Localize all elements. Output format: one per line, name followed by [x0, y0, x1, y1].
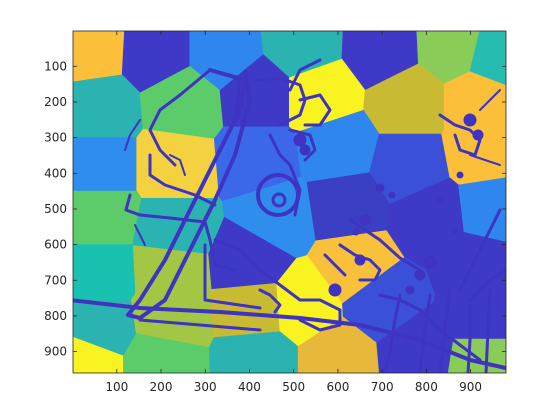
region-cell [208, 331, 299, 373]
boundary-line [438, 288, 452, 373]
boundary-blob [456, 171, 464, 179]
boundary-blob [328, 283, 342, 297]
region-cell [469, 31, 506, 86]
boundary-line [479, 89, 501, 111]
boundary-overlay [73, 58, 506, 373]
boundary-line [458, 208, 502, 292]
boundary-line [338, 243, 382, 282]
y-tick-label: 600 [44, 238, 67, 252]
y-axis: 100 200 300 400 500 600 700 800 900 [44, 59, 506, 359]
boundary-blob [423, 255, 437, 269]
boundary-blob [354, 254, 366, 266]
boundary-line [73, 298, 506, 370]
boundary-blob [405, 285, 415, 295]
boundary-line [124, 193, 237, 272]
boundary-blob [463, 113, 477, 127]
region-cell [443, 71, 506, 131]
boundary-line [258, 288, 282, 314]
y-tick-label: 200 [44, 95, 67, 109]
boundary-line [348, 218, 422, 272]
boundary-blob [388, 191, 396, 199]
x-tick-label: 200 [150, 380, 173, 394]
x-tick-label: 100 [105, 380, 128, 394]
boundary-line [218, 73, 242, 152]
y-tick-label: 800 [44, 309, 67, 323]
boundary-blob [436, 196, 444, 204]
boundary-blob [352, 228, 360, 236]
y-tick-label: 300 [44, 131, 67, 145]
y-tick-label: 900 [44, 345, 67, 359]
boundary-line [148, 153, 217, 207]
x-tick-label: 800 [415, 380, 438, 394]
boundary-line [253, 76, 307, 127]
boundary-line [288, 128, 317, 162]
region-cell [73, 244, 136, 301]
y-tick-label: 700 [44, 273, 67, 287]
boundary-blob [299, 144, 311, 156]
boundary-blob [293, 133, 307, 147]
x-tick-label: 600 [326, 380, 349, 394]
y-tick-label: 400 [44, 166, 67, 180]
boundary-line [271, 192, 287, 208]
boundary-line [213, 238, 342, 332]
y-tick-label: 500 [44, 202, 67, 216]
x-tick-label: 300 [194, 380, 217, 394]
x-axis: 100 200 300 400 500 600 700 800 900 [105, 31, 482, 394]
boundary-line [298, 93, 332, 127]
boundary-line [124, 119, 141, 151]
boundary-blob [472, 129, 484, 141]
boundary-line [466, 303, 472, 373]
x-tick-label: 700 [371, 380, 394, 394]
boundary-blob [359, 214, 371, 226]
boundary-line [134, 224, 146, 246]
plot-frame [72, 30, 507, 374]
x-tick-label: 900 [459, 380, 482, 394]
boundary-blob [451, 226, 459, 234]
boundary-blob [375, 183, 385, 193]
region-cell [73, 190, 142, 245]
region-cell [73, 31, 125, 83]
x-tick-label: 400 [238, 380, 261, 394]
boundary-line [418, 293, 432, 373]
boundary-blob [414, 269, 426, 281]
y-tick-label: 100 [44, 59, 67, 73]
boundary-line [469, 154, 501, 166]
boundary-line [484, 288, 492, 373]
boundary-line [383, 293, 402, 373]
boundary-line [169, 154, 186, 176]
x-tick-label: 500 [282, 380, 305, 394]
boundary-line [378, 293, 482, 362]
boundary-line [138, 318, 262, 332]
boundary-line [203, 243, 262, 310]
boundary-line [256, 173, 300, 217]
boundary-line [468, 268, 506, 302]
boundary-line [323, 253, 347, 277]
boundary-line [288, 58, 322, 92]
boundary-line [148, 68, 212, 167]
